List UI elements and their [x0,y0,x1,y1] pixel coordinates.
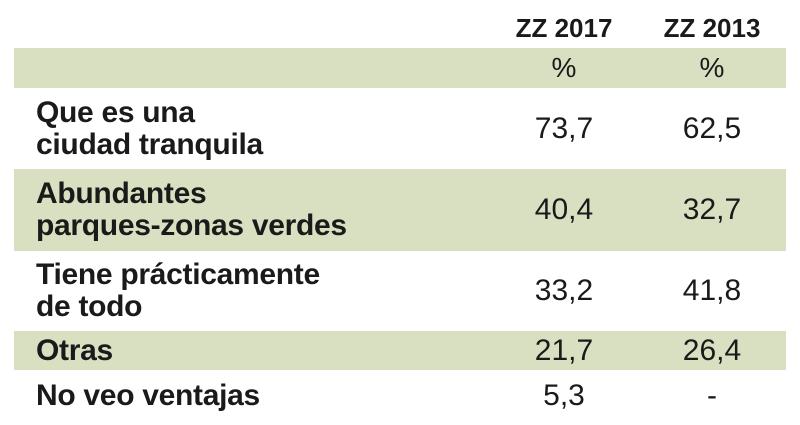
table-row: Otras 21,7 26,4 [14,331,786,370]
row-label: Que es una ciudad tranquila [14,95,490,161]
column-header-zz2013: ZZ 2013 [663,13,761,43]
value-zz2013: - [707,379,717,412]
value-zz2013: 26,4 [682,333,742,367]
row-label-line: No veo ventajas [36,379,260,412]
column-header-row: ZZ 2017 ZZ 2013 [14,0,786,48]
value-zz2017: 21,7 [534,333,594,367]
data-table: ZZ 2017 ZZ 2013 % % Que es una ciudad tr… [14,0,786,422]
table-row: Abundantes parques-zonas verdes 40,4 32,… [14,169,786,251]
value-zz2017: 73,7 [534,111,594,145]
row-label: Abundantes parques-zonas verdes [14,178,490,242]
unit-label-zz2013: % [699,52,725,83]
value-zz2017: 5,3 [543,379,585,412]
row-label: Tiene prácticamente de todo [14,259,490,323]
value-zz2017: 40,4 [534,193,594,226]
table-row: Tiene prácticamente de todo 33,2 41,8 [14,251,786,331]
row-label-line: parques-zonas verdes [36,209,347,242]
row-label: Otras [14,333,490,367]
unit-row: % % [14,48,786,88]
value-zz2013: 41,8 [682,274,742,307]
unit-label-zz2017: % [551,52,577,83]
row-label-line: Otras [36,333,113,367]
value-zz2017: 33,2 [534,274,594,307]
column-header-zz2017: ZZ 2017 [515,13,613,43]
row-label-line: Que es una [36,95,195,129]
row-label-line: de todo [36,290,143,323]
value-zz2013: 32,7 [682,193,742,226]
row-label-line: Abundantes [36,177,207,210]
row-label-line: ciudad tranquila [36,127,263,161]
value-zz2013: 62,5 [682,111,742,145]
row-label: No veo ventajas [14,380,490,412]
row-label-line: Tiene prácticamente [36,258,320,291]
table-row: Que es una ciudad tranquila 73,7 62,5 [14,88,786,169]
table-row: No veo ventajas 5,3 - [14,370,786,422]
